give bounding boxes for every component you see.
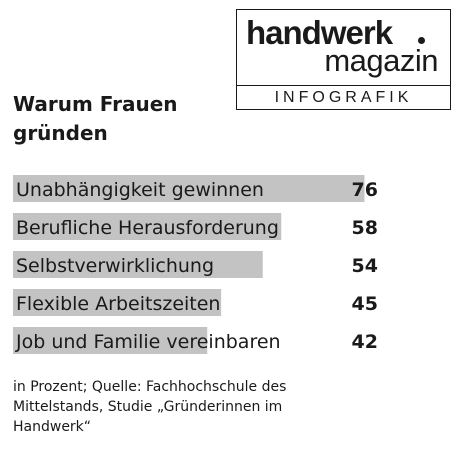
logo-sub: magazin bbox=[324, 43, 438, 78]
bar-value-label: 42 bbox=[352, 331, 378, 353]
bar bbox=[13, 213, 282, 240]
logo-name: handwerk bbox=[246, 14, 393, 51]
bar-label: Berufliche Herausforderung bbox=[16, 217, 279, 239]
logo-tag: INFOGRAFIK bbox=[274, 89, 413, 106]
bar bbox=[13, 251, 263, 278]
bar-value-label: 76 bbox=[352, 179, 378, 201]
bar-value-label: 54 bbox=[352, 255, 378, 277]
source-footnote: in Prozent; Quelle: Fachhochschule des M… bbox=[13, 379, 287, 435]
bar-label: Unabhängigkeit gewinnen bbox=[16, 179, 264, 201]
bar-chart: Unabhängigkeit gewinnen 76 Berufliche Hera… bbox=[13, 175, 378, 354]
bar-value-label: 58 bbox=[352, 217, 378, 239]
bar-label: Selbstverwirklichung bbox=[16, 255, 214, 277]
chart-title: Warum Frauen gründen bbox=[13, 92, 178, 145]
logo-dot-icon bbox=[418, 37, 425, 44]
bar bbox=[13, 327, 208, 354]
bar-label: Flexible Arbeitszeiten bbox=[16, 293, 220, 315]
bar bbox=[13, 175, 365, 202]
bar-value-label: 45 bbox=[352, 293, 378, 315]
bar bbox=[13, 289, 222, 316]
bar-label: Job und Familie vereinbaren bbox=[15, 331, 281, 353]
logo-wordmark: handwerk magazin bbox=[237, 10, 450, 86]
logo: handwerk magazin INFOGRAFIK bbox=[236, 9, 451, 110]
